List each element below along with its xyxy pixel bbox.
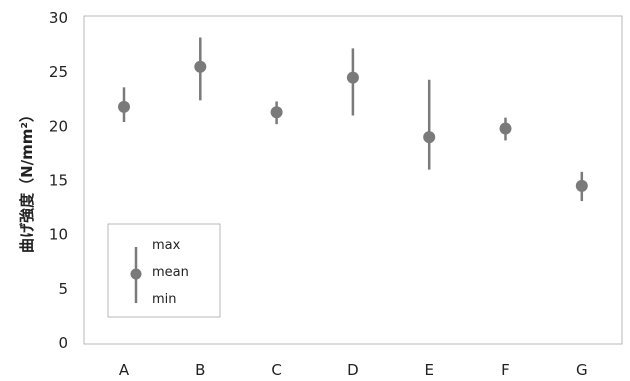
- y-tick-label: 15: [49, 172, 68, 190]
- data-series: [118, 37, 588, 202]
- legend: max mean min: [107, 223, 221, 318]
- x-tick-label: A: [119, 361, 130, 379]
- legend-box: [107, 223, 221, 318]
- y-tick-label: 5: [58, 280, 68, 298]
- mean-marker: [270, 106, 283, 119]
- mean-marker: [575, 179, 588, 192]
- mean-marker: [499, 122, 512, 135]
- x-tick-label: G: [576, 361, 588, 379]
- x-tick-labels: A B C D E F G: [119, 361, 588, 379]
- y-tick-label: 0: [58, 334, 68, 352]
- x-tick-label: B: [195, 361, 205, 379]
- legend-label-mean: mean: [152, 265, 189, 280]
- y-tick-labels: 0 5 10 15 20 25 30: [49, 9, 68, 352]
- x-tick-label: E: [424, 361, 433, 379]
- legend-label-min: min: [152, 292, 177, 307]
- mean-marker: [346, 71, 359, 84]
- plot-frame: [83, 15, 623, 345]
- y-tick-label: 30: [49, 9, 68, 27]
- y-axis-title: 曲げ強度（N/mm²）: [18, 107, 36, 253]
- legend-mean-marker: [130, 268, 142, 280]
- mean-marker: [423, 131, 436, 144]
- x-tick-label: F: [501, 361, 510, 379]
- mean-marker: [118, 100, 130, 113]
- x-tick-label: C: [271, 361, 281, 379]
- y-tick-label: 10: [49, 226, 68, 244]
- legend-label-max: max: [152, 238, 181, 253]
- x-tick-label: D: [347, 361, 359, 379]
- y-tick-label: 25: [49, 63, 68, 81]
- mean-marker: [194, 60, 207, 73]
- y-tick-label: 20: [49, 117, 68, 135]
